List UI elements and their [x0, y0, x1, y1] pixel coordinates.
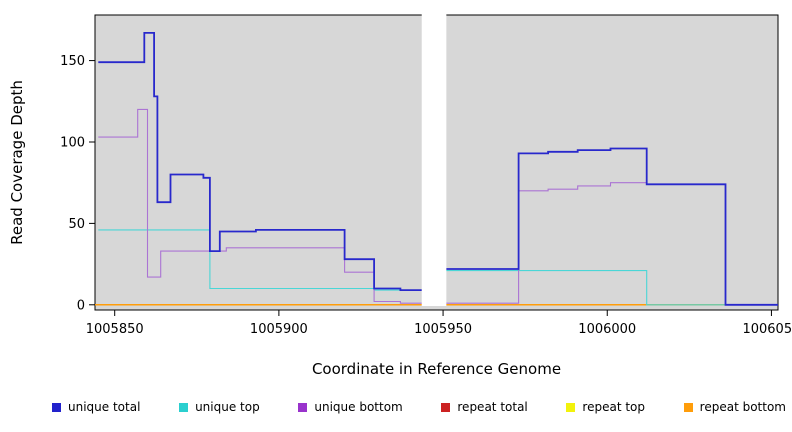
legend-swatch-icon — [683, 402, 693, 412]
y-tick-label: 100 — [60, 135, 85, 150]
series-unique-total — [98, 32, 778, 306]
legend-swatch-icon — [179, 402, 189, 412]
x-tick-label: 1005950 — [414, 322, 472, 337]
no-data-gap-band — [421, 9, 447, 306]
legend-label: repeat bottom — [699, 400, 786, 414]
legend-label: repeat top — [582, 400, 646, 414]
legend-item-repeat-bottom: repeat bottom — [683, 400, 786, 414]
legend-swatch-icon — [566, 402, 576, 412]
y-tick-label: 50 — [68, 217, 85, 232]
legend-swatch-icon — [298, 402, 308, 412]
x-tick-label: 1005900 — [250, 322, 308, 337]
legend-label: unique total — [68, 400, 141, 414]
legend-item-unique-total: unique total — [52, 400, 140, 414]
legend-label: unique top — [195, 400, 260, 414]
legend-label: unique bottom — [314, 400, 403, 414]
y-tick-label: 0 — [77, 298, 85, 313]
legend-swatch-icon — [441, 402, 451, 412]
legend-swatch-icon — [52, 402, 61, 412]
x-tick-label: 1005850 — [86, 322, 144, 337]
legend-item-unique-top: unique top — [179, 400, 260, 414]
legend: unique total unique top unique bottom repea… — [52, 400, 786, 414]
y-axis-title: Read Coverage Depth — [8, 80, 26, 245]
series-unique-bottom — [98, 108, 778, 306]
legend-item-repeat-total: repeat total — [441, 400, 528, 414]
legend-label: repeat total — [457, 400, 528, 414]
legend-item-repeat-top: repeat top — [566, 400, 645, 414]
legend-item-unique-bottom: unique bottom — [298, 400, 403, 414]
x-tick-label: 1006000 — [578, 322, 636, 337]
x-axis-title: Coordinate in Reference Genome — [311, 360, 562, 378]
y-tick-label: 150 — [60, 54, 85, 69]
